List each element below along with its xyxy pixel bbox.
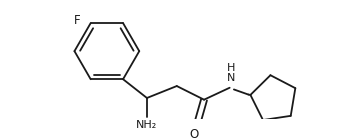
Text: F: F [74,14,80,27]
Text: O: O [189,128,198,140]
Text: H
N: H N [227,63,236,83]
Text: NH₂: NH₂ [136,120,158,130]
